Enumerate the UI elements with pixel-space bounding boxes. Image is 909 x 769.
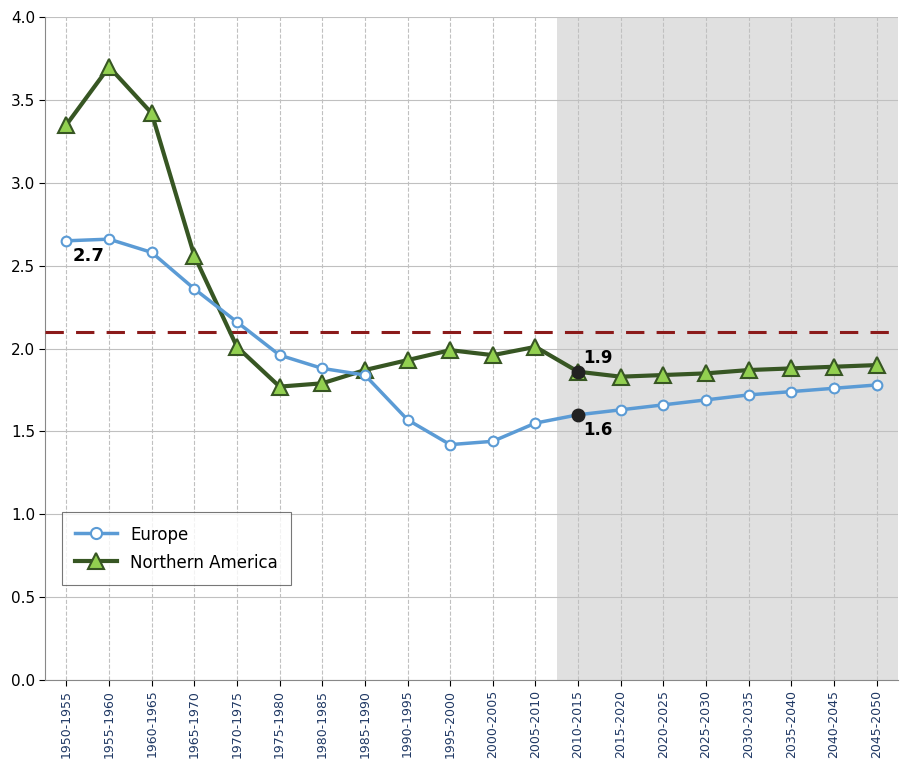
Northern America xyxy=(701,369,712,378)
Europe xyxy=(786,387,797,396)
Northern America xyxy=(487,351,498,360)
Europe xyxy=(146,248,157,257)
Northern America xyxy=(146,108,157,118)
Northern America xyxy=(530,342,541,351)
Europe xyxy=(828,384,839,393)
Northern America xyxy=(61,120,72,129)
Europe xyxy=(658,400,669,409)
Europe xyxy=(744,391,754,400)
Northern America xyxy=(658,371,669,380)
Northern America xyxy=(275,382,285,391)
Northern America xyxy=(232,342,243,351)
Europe xyxy=(104,235,115,244)
Europe xyxy=(359,371,370,380)
Europe xyxy=(445,440,455,449)
Text: 1.9: 1.9 xyxy=(584,348,613,367)
Northern America xyxy=(317,378,328,388)
Europe xyxy=(615,405,626,414)
Legend: Europe, Northern America: Europe, Northern America xyxy=(62,512,292,585)
Northern America xyxy=(189,251,200,261)
Text: 2.7: 2.7 xyxy=(73,248,105,265)
Northern America xyxy=(828,362,839,371)
Europe xyxy=(275,351,285,360)
Northern America xyxy=(786,364,797,373)
Northern America xyxy=(744,365,754,375)
Line: Europe: Europe xyxy=(62,235,882,450)
Europe xyxy=(701,395,712,404)
Europe xyxy=(61,236,72,245)
Europe xyxy=(317,364,328,373)
Bar xyxy=(45,17,557,680)
Text: 1.6: 1.6 xyxy=(584,421,613,439)
Northern America xyxy=(104,62,115,72)
Northern America xyxy=(573,367,584,376)
Line: Northern America: Northern America xyxy=(59,59,884,394)
Europe xyxy=(189,285,200,294)
Europe xyxy=(530,418,541,428)
Northern America xyxy=(445,345,455,355)
Northern America xyxy=(359,365,370,375)
Northern America xyxy=(615,372,626,381)
Northern America xyxy=(402,355,413,365)
Europe xyxy=(487,437,498,446)
Northern America xyxy=(871,361,882,370)
Bar xyxy=(557,17,898,680)
Europe xyxy=(402,415,413,424)
Europe xyxy=(232,318,243,327)
Europe xyxy=(573,410,584,419)
Europe xyxy=(871,381,882,390)
